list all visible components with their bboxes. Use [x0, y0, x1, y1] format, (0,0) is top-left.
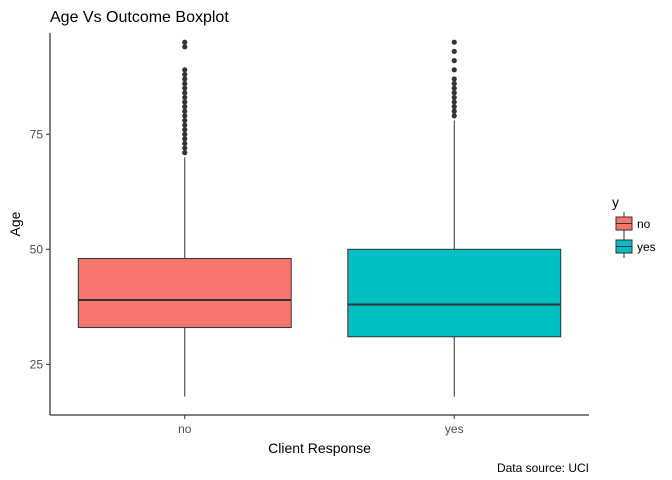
outlier-yes-10: [451, 58, 457, 64]
data-source-caption: Data source: UCI: [497, 461, 589, 475]
outlier-no-11: [182, 99, 188, 105]
outlier-yes-2: [451, 104, 457, 110]
x-tick-label-no: no: [178, 422, 192, 436]
legend-entry-no: no: [615, 212, 651, 235]
outlier-no-12: [182, 94, 188, 101]
y-axis-ticks: 25 50 75: [30, 127, 50, 371]
y-tick-label-50: 50: [30, 242, 44, 256]
outlier-yes-11: [451, 48, 457, 55]
legend-entry-yes: yes: [615, 235, 656, 258]
y-axis-title: Age: [7, 211, 23, 236]
plot-area: [77, 39, 562, 397]
x-axis-title: Client Response: [268, 440, 371, 456]
x-axis-ticks: no yes: [178, 415, 464, 436]
outlier-yes-6: [451, 85, 457, 91]
outlier-no-17: [182, 71, 188, 78]
outlier-no-5: [182, 127, 188, 133]
outlier-no-13: [182, 90, 188, 96]
outlier-no-2: [182, 140, 188, 147]
legend: y no yes: [612, 194, 656, 258]
outlier-yes-4: [451, 94, 457, 101]
box-no: [77, 39, 292, 397]
outlier-yes-8: [451, 76, 457, 82]
y-tick-label-25: 25: [30, 357, 44, 371]
chart-title: Age Vs Outcome Boxplot: [50, 9, 229, 26]
outlier-no-19: [182, 44, 188, 50]
y-tick-label-75: 75: [30, 127, 44, 141]
legend-title: y: [612, 194, 619, 210]
outlier-yes-1: [451, 108, 457, 114]
outlier-no-4: [182, 131, 188, 137]
outlier-no-20: [182, 39, 188, 45]
iqr-box-no: [77, 258, 292, 329]
x-tick-label-yes: yes: [445, 422, 464, 436]
outlier-no-8: [182, 113, 188, 119]
box-yes: [347, 39, 562, 397]
legend-label-yes: yes: [637, 240, 656, 254]
outlier-no-1: [182, 145, 188, 151]
outlier-yes-7: [451, 81, 457, 87]
outlier-no-7: [182, 117, 188, 124]
outlier-yes-9: [451, 67, 457, 73]
outlier-yes-5: [451, 90, 457, 96]
legend-label-no: no: [637, 217, 651, 231]
outlier-yes-12: [451, 39, 457, 45]
outlier-no-18: [182, 67, 188, 73]
outlier-no-0: [182, 150, 188, 156]
outlier-no-15: [182, 81, 188, 87]
outlier-yes-3: [451, 99, 457, 105]
iqr-box-yes: [347, 248, 562, 338]
outlier-no-6: [182, 122, 188, 128]
outlier-no-14: [182, 85, 188, 91]
outlier-no-3: [182, 136, 188, 142]
outlier-no-16: [182, 76, 188, 82]
outlier-no-10: [182, 104, 188, 110]
outlier-yes-0: [451, 113, 457, 119]
outlier-no-9: [182, 108, 188, 114]
